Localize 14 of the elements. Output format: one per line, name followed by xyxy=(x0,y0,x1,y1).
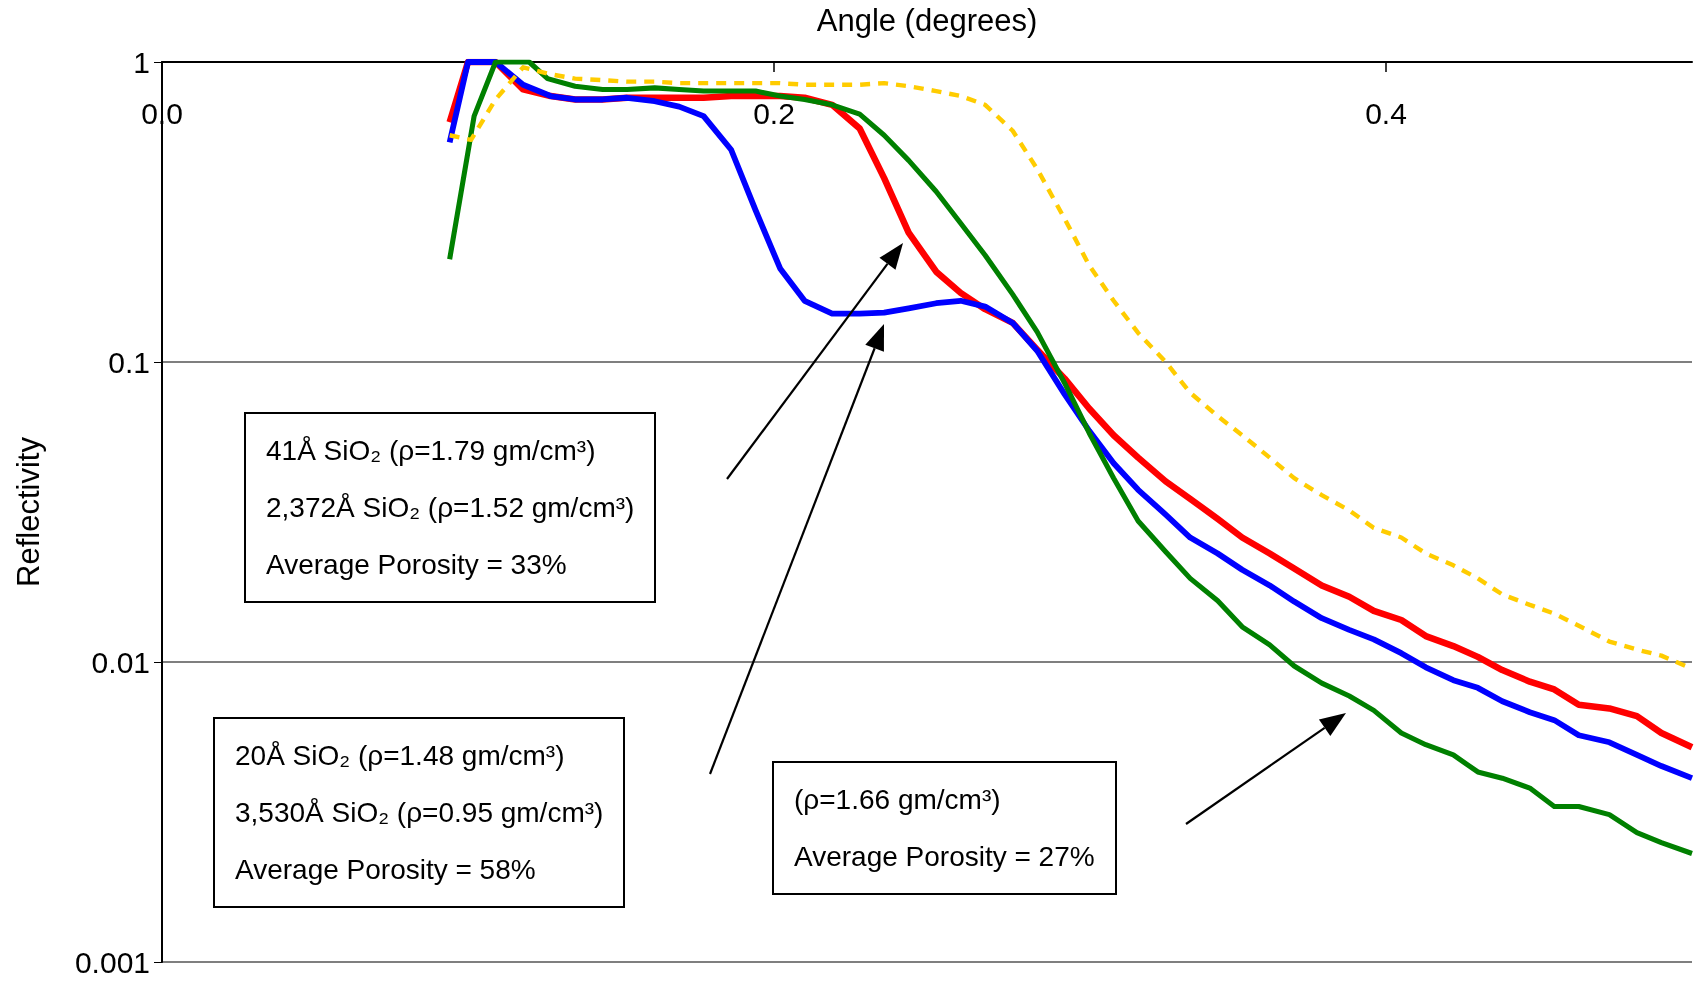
y-tick-label: 0.01 xyxy=(91,645,150,679)
annotation: 41Å SiO₂ (ρ=1.79 gm/cm³) 2,372Å SiO₂ (ρ=1.52 gm/cm³) Average Porosity = 33% xyxy=(266,434,635,582)
y-axis-title: Reflectivity xyxy=(11,436,46,587)
note-box: (ρ=1.66 gm/cm³) Average Porosity = 27% xyxy=(772,761,1117,895)
note-box: 41Å SiO₂ (ρ=1.79 gm/cm³) 2,372Å SiO₂ (ρ=1.52 gm/cm³) Average Porosity = 33% xyxy=(244,412,657,603)
y-tick-label: 1 xyxy=(133,45,150,79)
note-box: 20Å SiO₂ (ρ=1.48 gm/cm³) 3,530Å SiO₂ (ρ=0.95 gm/cm³) Average Porosity = 58% xyxy=(213,717,626,908)
annotation: 20Å SiO₂ (ρ=1.48 gm/cm³) 3,530Å SiO₂ (ρ=0.95 gm/cm³) Average Porosity = 58% xyxy=(235,739,604,887)
x-tick-label: 0.2 xyxy=(753,96,795,130)
y-tick-label: 0.1 xyxy=(108,345,150,379)
x-axis-title: Angle (degrees) xyxy=(816,3,1038,38)
annotation: (ρ=1.66 gm/cm³) Average Porosity = 27% xyxy=(794,783,1095,874)
x-tick-label: 0.4 xyxy=(1365,96,1407,130)
y-tick-label: 0.001 xyxy=(74,945,150,979)
